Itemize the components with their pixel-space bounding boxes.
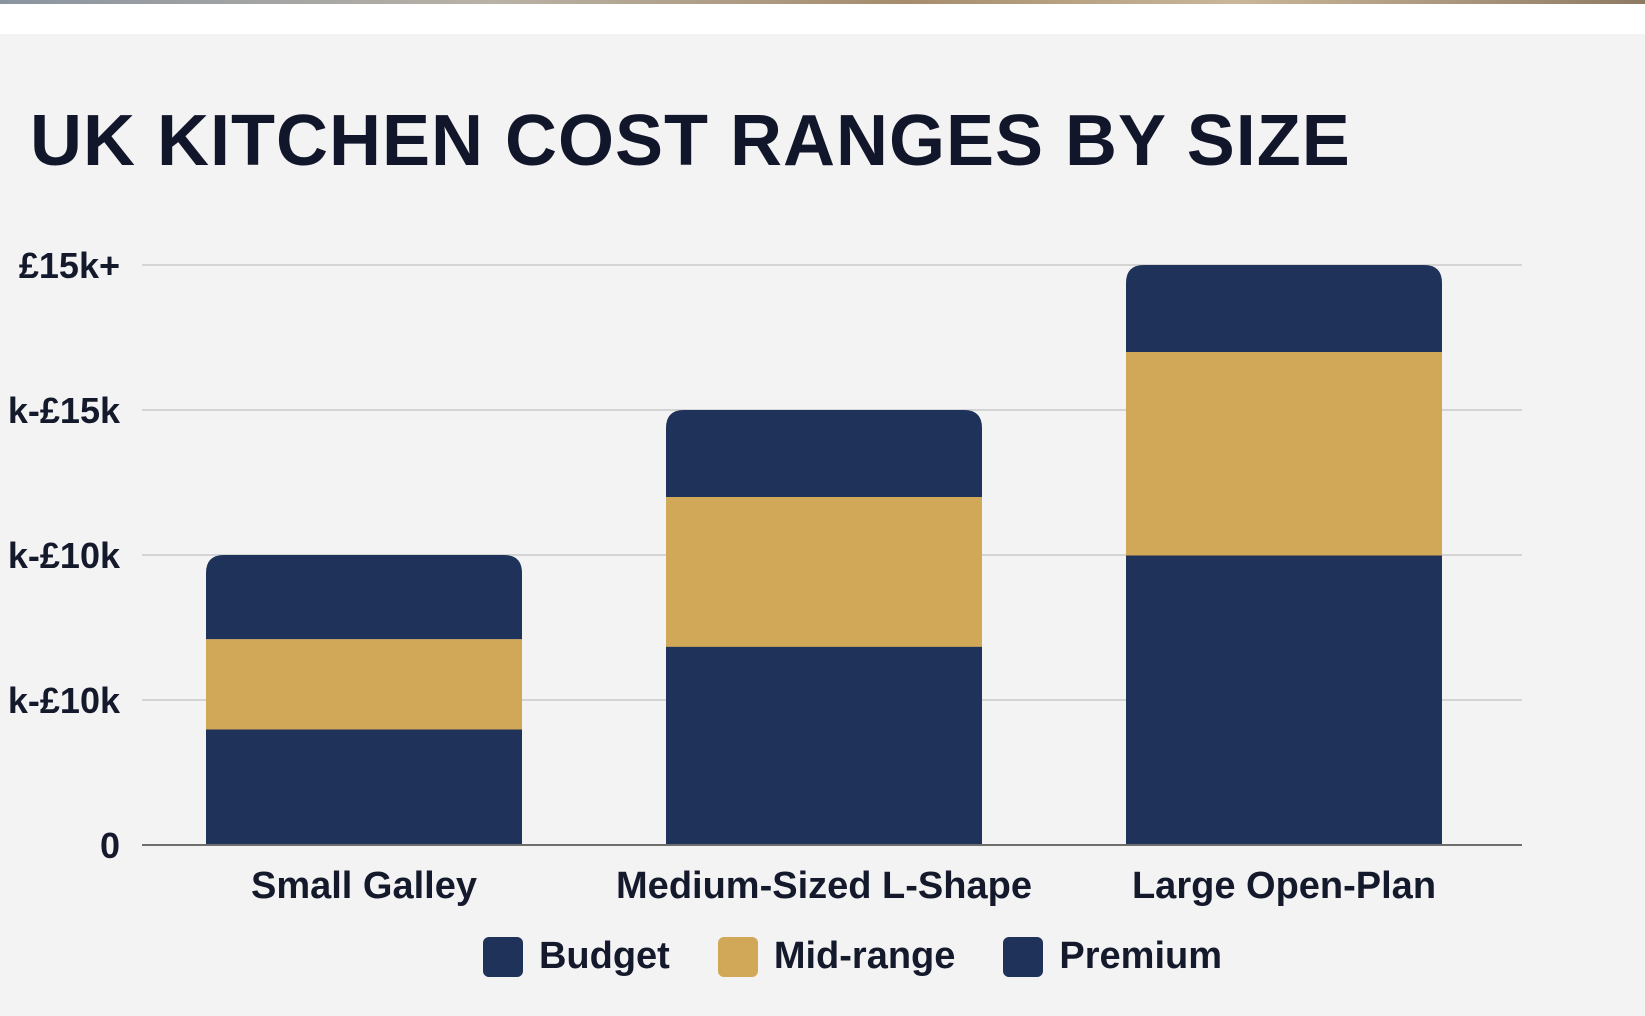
legend-swatch bbox=[482, 936, 523, 977]
bar-segment-premium bbox=[1126, 265, 1442, 352]
bar-segment-mid-range bbox=[1126, 352, 1442, 556]
legend-item: Mid-range bbox=[717, 935, 956, 978]
legend-label: Premium bbox=[1059, 935, 1223, 977]
axis-layer: 0 k-£10k k-£10k k-£15k £15k+ Small Galley Medi… bbox=[8, 245, 1522, 907]
x-category-label: Small Galley bbox=[251, 865, 477, 907]
x-category-label: Medium-Sized L-Shape bbox=[616, 865, 1032, 907]
legend-label: Mid-range bbox=[773, 935, 956, 977]
bar-segment-mid-range bbox=[206, 639, 522, 730]
y-tick-label: k-£15k bbox=[8, 390, 121, 431]
bar-segment-premium bbox=[206, 555, 522, 640]
y-tick-label: £15k+ bbox=[19, 245, 120, 286]
legend-swatch bbox=[1003, 936, 1044, 977]
legend-swatch bbox=[717, 936, 758, 977]
bar-segment-budget bbox=[206, 729, 522, 846]
bar-segment-budget bbox=[1126, 555, 1442, 846]
photo-edge bbox=[0, 0, 1645, 4]
bar-segment-budget bbox=[666, 646, 982, 846]
y-tick-label: 0 bbox=[100, 825, 120, 866]
bar-segment-mid-range bbox=[666, 497, 982, 647]
bar-segment-premium bbox=[666, 410, 982, 497]
bars-layer bbox=[206, 265, 1442, 846]
top-strip bbox=[0, 0, 1645, 34]
legend-item: Premium bbox=[1003, 935, 1222, 978]
chart-title: UK KITCHEN COST RANGES BY SIZE bbox=[30, 101, 1351, 181]
y-tick-label: k-£10k bbox=[8, 535, 121, 576]
legend-label: Budget bbox=[538, 935, 670, 977]
legend: Budget Mid-range Premium bbox=[0, 935, 1645, 978]
legend-item: Budget bbox=[482, 935, 670, 978]
x-category-label: Large Open-Plan bbox=[1132, 865, 1436, 907]
y-tick-label: k-£10k bbox=[8, 680, 121, 721]
